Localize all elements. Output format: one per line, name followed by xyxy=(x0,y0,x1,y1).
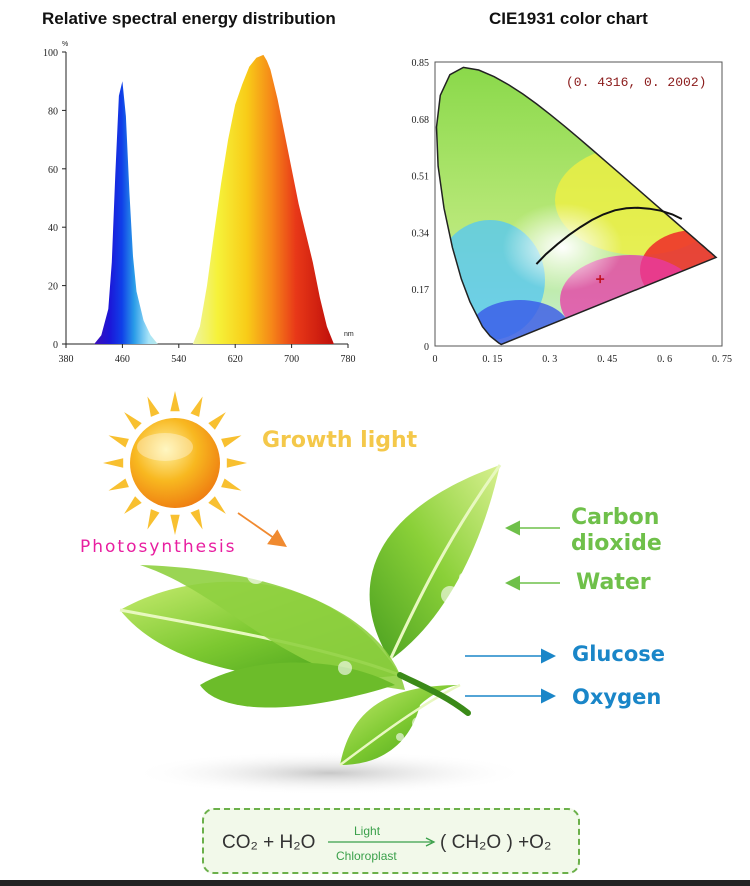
sun-ray xyxy=(190,509,203,530)
sun-ray xyxy=(124,412,142,430)
cie-x-tick-label: 0. 6 xyxy=(657,354,672,365)
leaf-cluster-icon xyxy=(119,464,502,767)
sun-icon xyxy=(103,391,247,535)
carbon-label-line2: dioxide xyxy=(571,531,662,556)
photosynthesis-equation-box: CO₂ + H₂O Light Chloroplast ( CH₂O ) +O₂ xyxy=(202,808,580,874)
cie-x-tick-label: 0. 75 xyxy=(712,354,732,365)
spectral-y-tick-label: 80 xyxy=(48,106,58,117)
spectral-chart: 380 460 540 620 700 780 0 20 40 60 80 100 % nm xyxy=(43,41,356,365)
spectral-area xyxy=(94,54,334,345)
cie-gamut-fill xyxy=(436,67,717,345)
spectral-x-tick-label: 780 xyxy=(341,354,356,365)
equation-arrow-icon xyxy=(328,837,436,847)
spectral-y-tick-label: 0 xyxy=(53,340,58,351)
cie-y-tick-label: 0.51 xyxy=(412,172,430,183)
cie-planckian-locus xyxy=(535,206,683,265)
cie-frame xyxy=(434,61,723,347)
sun-ray xyxy=(170,391,180,412)
cie-y-tick-label: 0.85 xyxy=(412,58,430,69)
sunlight-arrow xyxy=(237,512,287,548)
spectral-y-tick-label: 100 xyxy=(43,48,58,59)
cie-point-marker xyxy=(596,275,605,284)
spectral-x-tick-label: 540 xyxy=(171,354,186,365)
photosynthesis-illustration xyxy=(103,391,560,795)
spectral-y-tick-label: 40 xyxy=(48,223,58,234)
equation-reactants: CO₂ + H₂O xyxy=(222,832,316,853)
cie-y-tick-label: 0.17 xyxy=(412,285,430,296)
spectral-tick-group: 380 460 540 620 700 780 0 20 40 60 80 100 xyxy=(43,48,356,365)
cie-y-tick-label: 0.68 xyxy=(412,115,430,126)
equation-light-label: Light xyxy=(354,824,381,838)
spectral-y-unit: % xyxy=(62,41,68,48)
cie-chart: 0 0. 15 0. 3 0. 45 0. 6 0. 75 0 0.17 0.34 0.51 0.6… xyxy=(412,58,733,365)
photosynthesis-label: Photosynthesis xyxy=(80,537,237,557)
spectral-x-tick-label: 460 xyxy=(115,354,130,365)
cie-chart-title: CIE1931 color chart xyxy=(489,9,648,28)
cie-x-tick-label: 0. 45 xyxy=(597,354,617,365)
cie-tick-group: 0 0. 15 0. 3 0. 45 0. 6 0. 75 0 0.17 0.34 0.51 0.6… xyxy=(412,58,733,365)
cie-x-tick-label: 0. 15 xyxy=(482,354,502,365)
sun-ray xyxy=(103,458,124,468)
plant-shadow xyxy=(130,751,530,795)
cie-x-tick-label: 0 xyxy=(433,354,438,365)
glucose-label: Glucose xyxy=(572,642,666,666)
cie-y-tick-label: 0.34 xyxy=(412,228,430,239)
spectral-x-unit: nm xyxy=(344,331,354,338)
spectral-y-tick-label: 60 xyxy=(48,165,58,176)
water-label: Water xyxy=(576,570,651,595)
spectral-x-tick-label: 380 xyxy=(59,354,74,365)
sun-ray xyxy=(147,509,160,530)
spectral-x-tick-label: 700 xyxy=(284,354,299,365)
sun-ray xyxy=(208,496,226,514)
oxygen-label: Oxygen xyxy=(572,685,662,709)
sun-ray xyxy=(147,396,160,417)
equation-chloroplast-label: Chloroplast xyxy=(336,849,397,863)
cie-coordinate-annotation: (0. 4316, 0. 2002) xyxy=(566,75,706,90)
spectral-area-group xyxy=(94,54,334,345)
sun-ray xyxy=(124,496,142,514)
sun-ray xyxy=(221,478,242,491)
spectral-chart-title: Relative spectral energy distribution xyxy=(42,9,336,28)
carbon-dioxide-label: Carbon dioxide xyxy=(571,505,662,557)
sun-ray xyxy=(221,435,242,448)
bottom-border xyxy=(0,880,750,886)
equation-products: ( CH₂O ) +O₂ xyxy=(440,832,552,853)
sun-ray xyxy=(208,412,226,430)
spectral-y-tick-label: 20 xyxy=(48,282,58,293)
sun-ray xyxy=(108,478,129,491)
cie-x-tick-label: 0. 3 xyxy=(542,354,557,365)
sun-ray xyxy=(226,458,247,468)
spectral-x-tick-label: 620 xyxy=(228,354,243,365)
cie-spectral-locus xyxy=(435,66,718,346)
carbon-label-line1: Carbon xyxy=(571,505,660,530)
sun-ray xyxy=(190,396,203,417)
sun-ray xyxy=(108,435,129,448)
cie-y-tick-label: 0 xyxy=(424,342,429,353)
growth-light-label: Growth light xyxy=(262,428,418,453)
sun-ray xyxy=(170,514,180,535)
